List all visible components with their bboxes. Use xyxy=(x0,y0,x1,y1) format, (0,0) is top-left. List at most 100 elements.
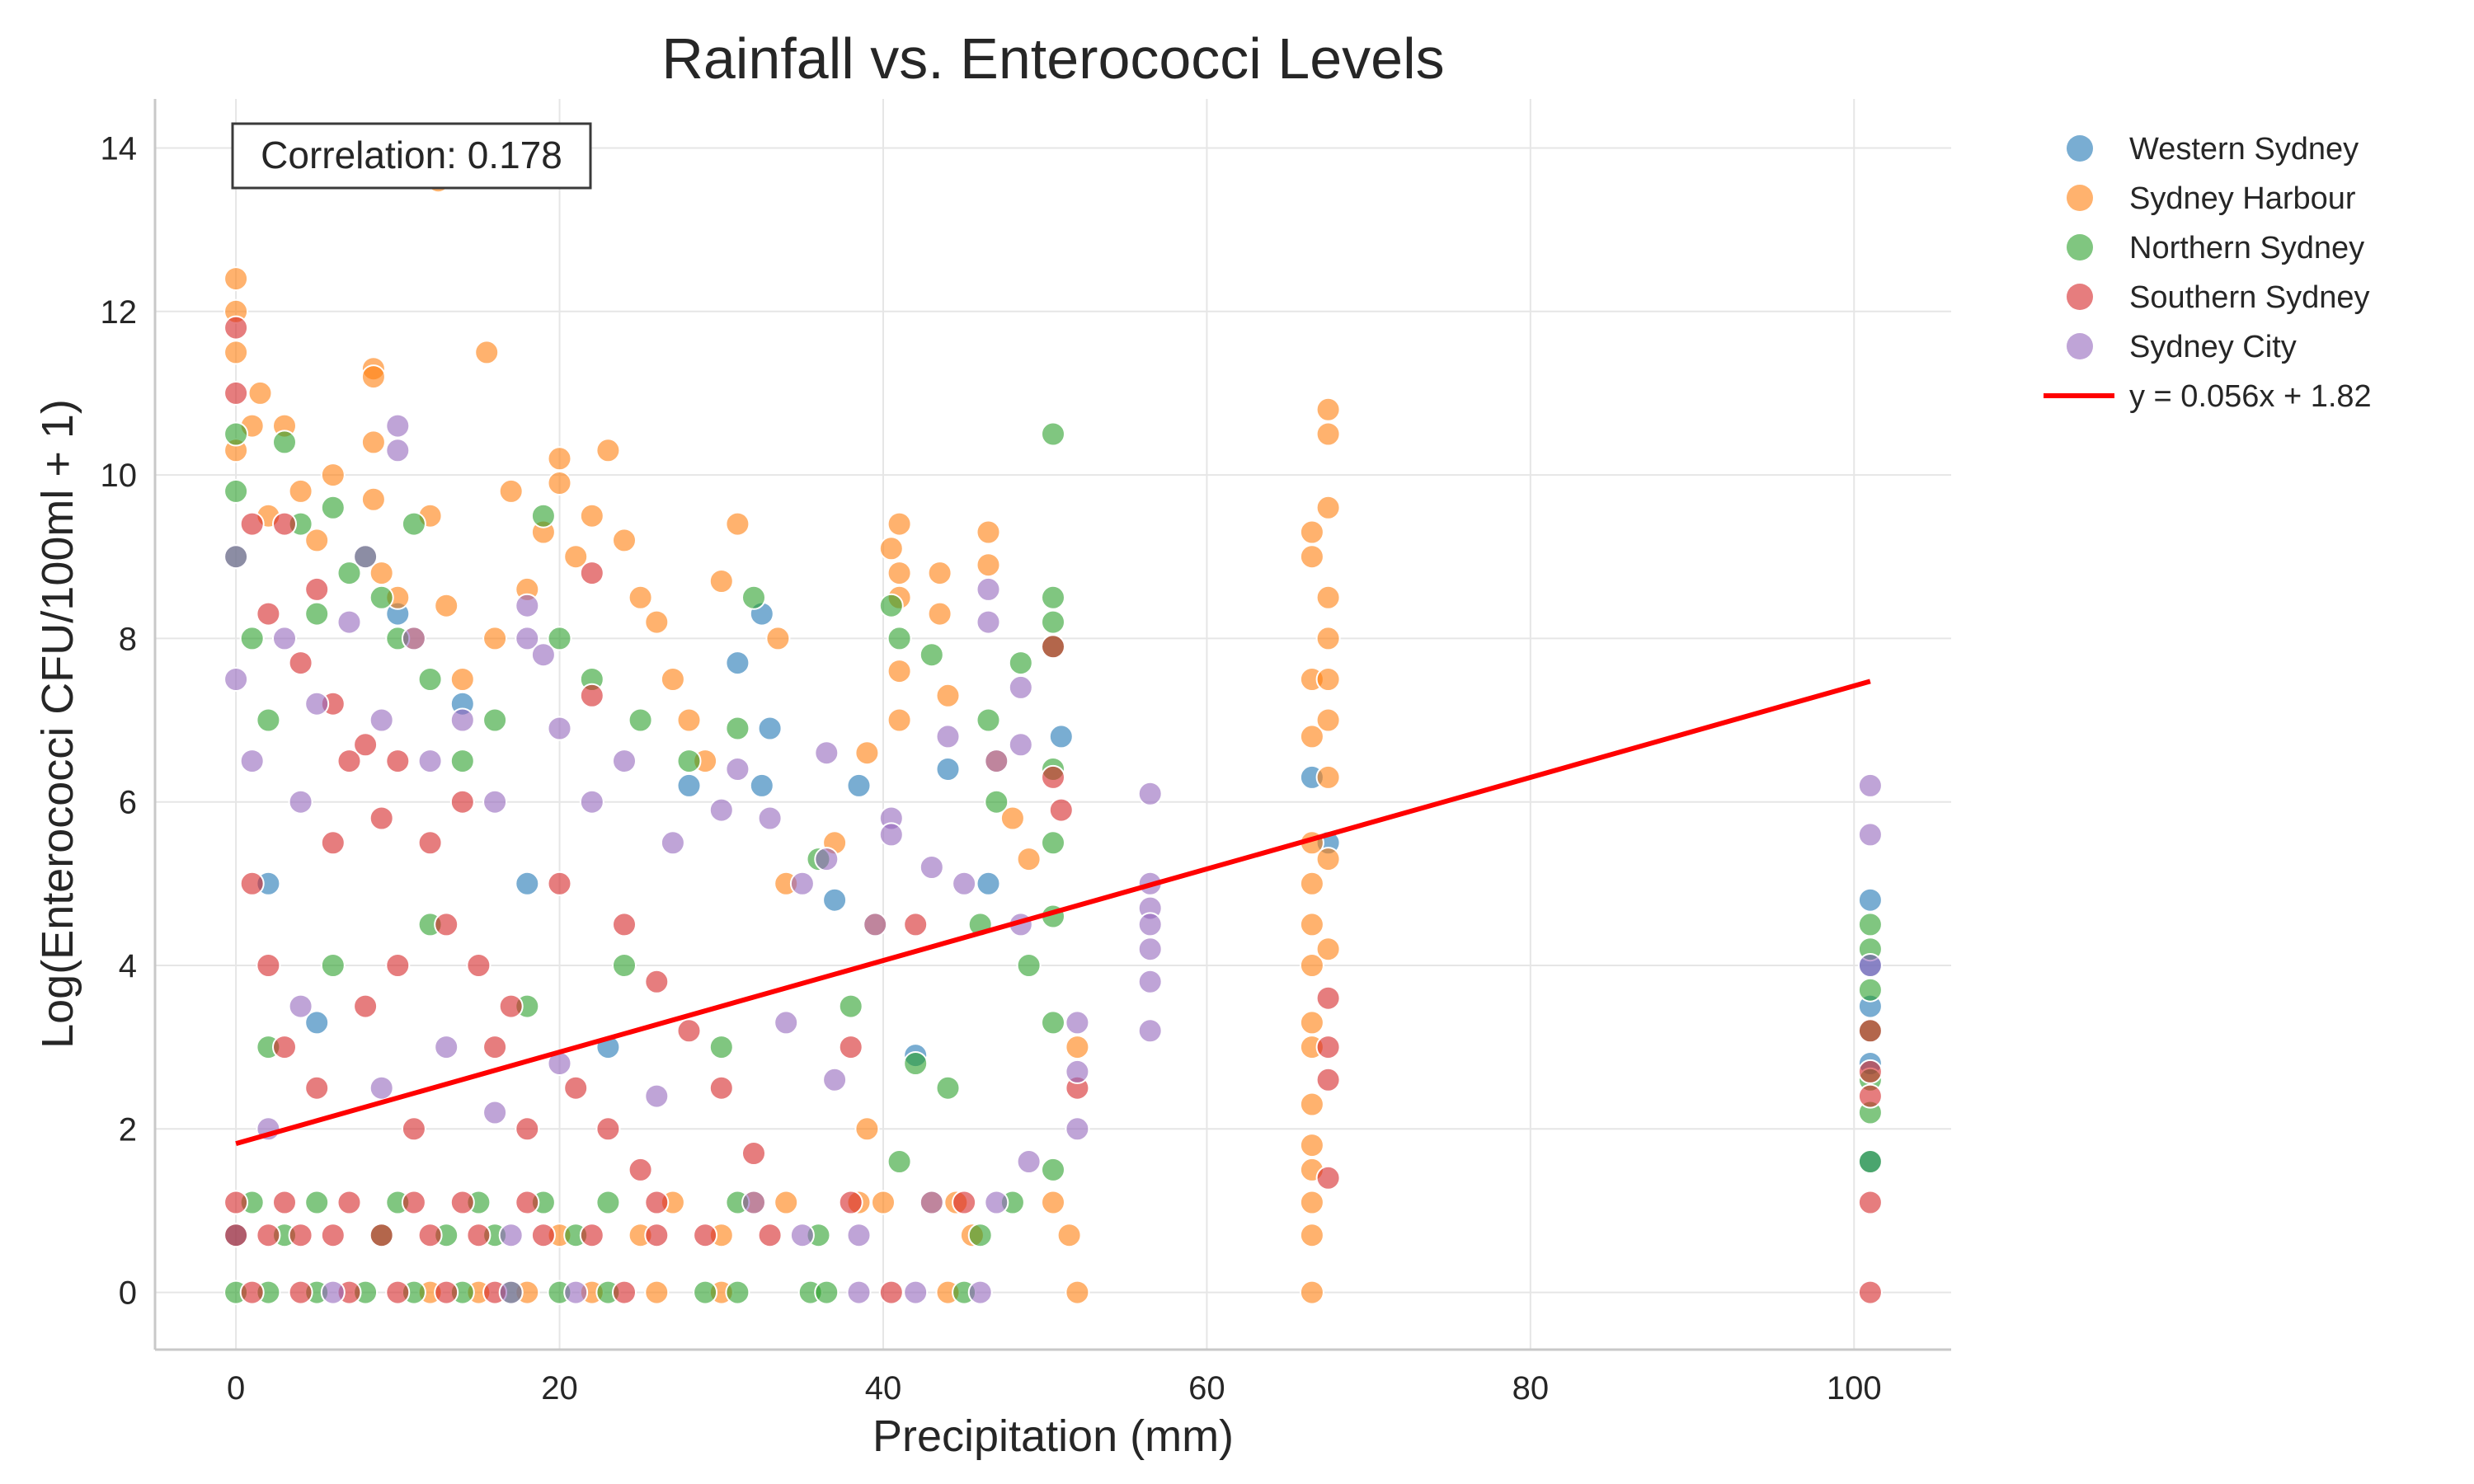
data-points xyxy=(223,152,1883,1305)
data-point xyxy=(353,544,379,570)
data-point xyxy=(725,716,750,741)
data-point xyxy=(838,993,863,1019)
data-point xyxy=(644,1223,670,1248)
data-point xyxy=(1041,1157,1065,1182)
data-point xyxy=(1041,585,1065,610)
data-point xyxy=(272,430,297,455)
data-point xyxy=(976,552,1001,578)
data-point xyxy=(288,650,313,676)
data-point xyxy=(789,1223,815,1248)
y-tick-label: 4 xyxy=(119,948,137,984)
data-point xyxy=(887,1149,912,1174)
data-point xyxy=(887,511,912,537)
data-point xyxy=(1041,1190,1065,1215)
data-point xyxy=(595,1190,621,1215)
data-point xyxy=(1857,1059,1883,1084)
legend-item: Western Sydney xyxy=(2067,132,2359,167)
data-point xyxy=(547,716,572,741)
legend-label: Sydney City xyxy=(2129,330,2297,364)
data-point xyxy=(1041,634,1065,660)
data-point xyxy=(708,569,734,594)
data-point xyxy=(385,1280,411,1305)
data-point xyxy=(1137,969,1163,994)
data-point xyxy=(417,749,443,774)
data-point xyxy=(223,478,249,504)
data-point xyxy=(515,871,540,896)
data-point xyxy=(434,1280,459,1305)
data-point xyxy=(887,626,912,651)
data-point xyxy=(1048,797,1074,823)
data-point xyxy=(288,1280,313,1305)
data-point xyxy=(239,1280,265,1305)
data-point xyxy=(1857,773,1883,798)
data-point xyxy=(644,609,670,635)
data-point xyxy=(927,561,952,586)
y-tick-label: 10 xyxy=(101,458,138,494)
legend-item: Northern Sydney xyxy=(2067,231,2364,265)
data-point xyxy=(822,1067,848,1092)
data-point xyxy=(612,953,637,978)
data-point xyxy=(304,1010,330,1036)
data-point xyxy=(547,626,572,651)
data-point xyxy=(1137,1018,1163,1044)
data-point xyxy=(482,1035,508,1060)
data-point xyxy=(579,561,604,586)
data-point xyxy=(741,585,766,610)
data-point xyxy=(223,315,249,340)
data-point xyxy=(320,1280,346,1305)
data-point xyxy=(320,953,346,978)
legend-label: Northern Sydney xyxy=(2129,231,2364,265)
data-point xyxy=(693,1280,718,1305)
data-point xyxy=(1065,1035,1090,1060)
data-point xyxy=(919,642,944,668)
data-point xyxy=(708,1075,734,1101)
legend-label: Sydney Harbour xyxy=(2129,181,2356,216)
data-point xyxy=(304,528,330,553)
data-point xyxy=(822,887,848,913)
data-point xyxy=(434,1035,459,1060)
data-point xyxy=(256,707,281,733)
data-point xyxy=(223,266,249,292)
data-point xyxy=(498,478,524,504)
y-tick-label: 2 xyxy=(119,1111,137,1148)
y-tick-label: 6 xyxy=(119,785,137,821)
data-point xyxy=(247,380,273,406)
data-point xyxy=(919,855,944,880)
data-point xyxy=(579,503,604,528)
data-point xyxy=(935,757,961,782)
data-point xyxy=(360,430,386,455)
data-point xyxy=(1016,847,1042,872)
data-point xyxy=(1315,847,1341,872)
data-point xyxy=(449,707,475,733)
data-point xyxy=(369,805,394,831)
data-point xyxy=(628,1157,653,1182)
y-tick-label: 12 xyxy=(101,294,138,331)
data-point xyxy=(256,601,281,627)
data-point xyxy=(644,1083,670,1109)
x-axis-label: Precipitation (mm) xyxy=(872,1411,1234,1461)
data-point xyxy=(999,805,1025,831)
data-point xyxy=(935,1075,961,1101)
data-point xyxy=(304,1075,330,1101)
legend-item: Southern Sydney xyxy=(2067,280,2370,315)
annotation-box xyxy=(231,122,592,190)
data-point xyxy=(757,805,783,831)
data-point xyxy=(1315,585,1341,610)
data-point xyxy=(223,1190,249,1215)
data-point xyxy=(369,1075,394,1101)
data-point xyxy=(1048,724,1074,749)
data-point xyxy=(693,1223,718,1248)
data-point xyxy=(1299,724,1324,749)
data-point xyxy=(1315,1035,1341,1060)
data-point xyxy=(1041,421,1065,447)
data-point xyxy=(725,757,750,782)
data-point xyxy=(612,912,637,937)
data-point xyxy=(304,691,330,716)
data-point xyxy=(1056,1223,1082,1248)
axes xyxy=(153,99,1951,1351)
data-point xyxy=(385,749,411,774)
data-point xyxy=(385,953,411,978)
data-point xyxy=(320,463,346,488)
data-point xyxy=(579,789,604,815)
